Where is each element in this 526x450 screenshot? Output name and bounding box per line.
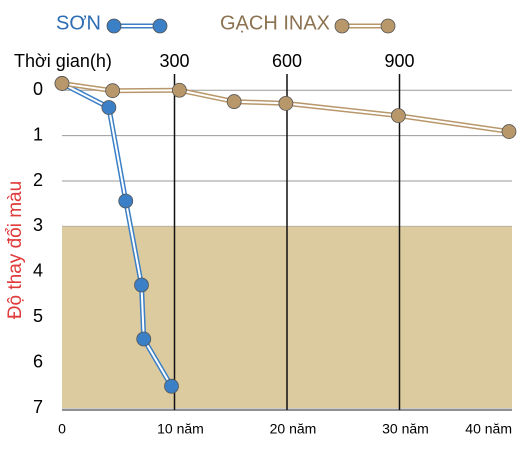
x-tick-label: 900 bbox=[384, 51, 414, 71]
data-point bbox=[136, 331, 152, 347]
data-point bbox=[171, 82, 187, 98]
y-tick-label: 6 bbox=[33, 351, 43, 371]
series-line-highlight bbox=[61, 82, 173, 387]
y-tick-label: 7 bbox=[33, 397, 43, 417]
y-tick-label: 4 bbox=[33, 261, 43, 281]
y-tick-label: 1 bbox=[33, 124, 43, 144]
x-tick-label: 40 năm bbox=[465, 421, 512, 437]
y-axis-label: Độ thay đổi màu bbox=[5, 181, 26, 319]
data-point bbox=[101, 100, 117, 115]
x-tick-label: 0 bbox=[58, 421, 66, 437]
data-point bbox=[278, 96, 294, 111]
data-point bbox=[226, 94, 242, 109]
data-point bbox=[501, 124, 517, 139]
data-point bbox=[105, 83, 121, 99]
x-tick-label: 30 năm bbox=[382, 421, 429, 437]
legend-swatch bbox=[334, 18, 350, 34]
legend-swatch bbox=[380, 18, 396, 34]
x-tick-label: 10 năm bbox=[157, 421, 204, 437]
data-point bbox=[54, 76, 70, 91]
legend-swatch bbox=[152, 18, 168, 34]
x-tick-label: 20 năm bbox=[270, 421, 317, 437]
x-tick-label: 300 bbox=[159, 51, 189, 71]
data-point bbox=[164, 378, 179, 394]
data-point bbox=[118, 193, 134, 209]
data-point bbox=[390, 108, 406, 124]
y-tick-label: 3 bbox=[33, 215, 43, 235]
y-tick-label: 0 bbox=[33, 79, 43, 99]
y-tick-label: 5 bbox=[33, 306, 43, 326]
legend-swatch bbox=[106, 18, 122, 34]
x-tick-label: 600 bbox=[272, 51, 302, 71]
x-axis-label: Thời gian(h) bbox=[14, 51, 112, 71]
legend-label: SƠN bbox=[56, 12, 101, 34]
legend-label: GẠCH INAX bbox=[220, 12, 330, 34]
y-tick-label: 2 bbox=[33, 170, 43, 190]
data-point bbox=[134, 277, 149, 293]
